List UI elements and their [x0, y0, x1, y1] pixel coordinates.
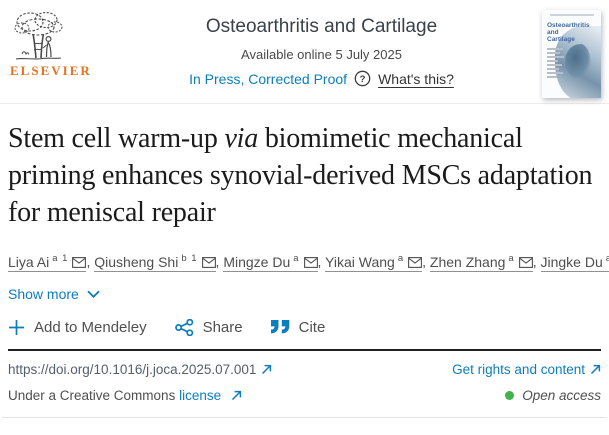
in-press-row: In Press, Corrected Proof ? What's this? — [108, 70, 535, 87]
article-title-italic: via — [224, 123, 259, 154]
chevron-down-icon — [87, 290, 100, 298]
author-list: Liya Ai a 1, Qiusheng Shi b 1, Mingze Du a,… — [8, 244, 609, 277]
plus-icon — [9, 319, 24, 335]
elsevier-logo[interactable]: ELSEVIER — [8, 10, 108, 79]
section-divider — [8, 348, 601, 351]
license-prefix: Under a Creative Commons — [8, 387, 180, 403]
doi-row: https://doi.org/10.1016/j.joca.2025.07.0… — [8, 362, 601, 377]
cover-art — [555, 26, 601, 98]
journal-cover-thumbnail[interactable]: Osteoarthritis and Cartilage — [542, 10, 601, 98]
author-link[interactable]: Yikai Wang a — [325, 253, 423, 272]
doi-link[interactable]: https://doi.org/10.1016/j.joca.2025.07.0… — [8, 362, 272, 377]
doi-text: https://doi.org/10.1016/j.joca.2025.07.0… — [8, 361, 257, 377]
author-name: Qiusheng Shi — [94, 253, 179, 270]
envelope-icon — [72, 256, 87, 268]
author-separator: , — [532, 253, 541, 270]
license-link[interactable]: license — [179, 388, 242, 403]
author-superscript: a 1 — [52, 253, 69, 264]
author-separator: , — [317, 253, 326, 270]
author-item: Liya Ai a 1, — [8, 253, 95, 272]
author-name: Jingke Du — [540, 253, 603, 270]
author-item: Mingze Du a, — [223, 253, 326, 272]
envelope-icon — [303, 256, 318, 268]
get-rights-text: Get rights and content — [452, 361, 585, 377]
article-title: Stem cell warm-up via biomimetic mechani… — [8, 120, 601, 231]
action-bar: Add to Mendeley Share Cite — [8, 318, 601, 336]
external-link-icon — [590, 364, 601, 374]
cover-title: Osteoarthritis and Cartilage — [547, 22, 590, 43]
author-link[interactable]: Liya Ai a 1 — [8, 253, 87, 272]
license-row: Under a Creative Commons license Open ac… — [8, 388, 601, 403]
show-more-label: Show more — [8, 285, 79, 302]
article-title-part2: biomimetic mechanical priming enhances s… — [8, 123, 593, 228]
author-item: Qiusheng Shi b 1, — [94, 253, 224, 272]
cover-wrap: Osteoarthritis and Cartilage — [535, 10, 601, 98]
author-name: Mingze Du — [223, 253, 291, 270]
author-separator: , — [86, 253, 95, 270]
share-button[interactable]: Share — [174, 318, 243, 336]
open-access-label: Open access — [522, 387, 601, 403]
cite-label: Cite — [298, 318, 326, 336]
bottom-divider — [2, 416, 607, 418]
author-superscript: a — [606, 253, 609, 264]
elsevier-tree-icon — [8, 10, 108, 62]
whats-this-link[interactable]: What's this? — [378, 70, 454, 87]
share-label: Share — [202, 318, 243, 336]
masthead: ELSEVIER Osteoarthritis and Cartilage Av… — [0, 0, 609, 98]
author-superscript: a — [293, 253, 300, 264]
author-link[interactable]: Jingke Dua — [540, 253, 609, 272]
get-rights-link[interactable]: Get rights and content — [452, 362, 601, 377]
add-to-mendeley-label: Add to Mendeley — [34, 318, 147, 336]
author-item: Jingke Dua, — [540, 253, 609, 272]
author-name: Yikai Wang — [325, 253, 395, 270]
header-divider — [0, 103, 609, 104]
in-press-link[interactable]: In Press, Corrected Proof — [189, 70, 348, 87]
masthead-center: Osteoarthritis and Cartilage Available o… — [108, 10, 535, 87]
author-superscript: a — [508, 253, 515, 264]
cover-masthead-line — [549, 14, 594, 16]
journal-title-link[interactable]: Osteoarthritis and Cartilage — [205, 16, 438, 37]
author-superscript: a — [397, 253, 405, 264]
author-superscript: b 1 — [181, 253, 198, 264]
license-text: Under a Creative Commons license — [8, 388, 242, 403]
author-separator: , — [215, 253, 224, 270]
envelope-icon — [201, 256, 216, 268]
envelope-icon — [518, 256, 533, 268]
author-name: Zhen Zhang — [429, 253, 506, 270]
add-to-mendeley-button[interactable]: Add to Mendeley — [8, 319, 147, 336]
author-item: Yikai Wang a, — [325, 253, 430, 272]
author-link[interactable]: Mingze Du a — [223, 253, 318, 272]
author-name: Liya Ai — [8, 253, 50, 270]
open-access-badge: Open access — [505, 388, 601, 403]
article-title-part1: Stem cell warm-up — [8, 123, 225, 154]
external-link-icon — [262, 364, 272, 374]
author-item: Zhen Zhang a, — [429, 253, 541, 272]
share-icon — [174, 318, 193, 336]
author-link[interactable]: Zhen Zhang a — [429, 253, 533, 272]
external-link-icon — [232, 390, 242, 400]
envelope-icon — [408, 256, 423, 268]
svg-text:?: ? — [360, 74, 366, 85]
question-icon[interactable]: ? — [354, 70, 371, 87]
author-link[interactable]: Qiusheng Shi b 1 — [94, 253, 216, 272]
available-online-text: Available online 5 July 2025 — [241, 47, 402, 62]
cite-quote-icon — [270, 320, 289, 334]
show-more-button[interactable]: Show more — [8, 286, 100, 302]
open-access-dot — [505, 390, 515, 400]
elsevier-wordmark: ELSEVIER — [10, 63, 92, 78]
cover-text-lines — [547, 48, 601, 78]
cite-button[interactable]: Cite — [270, 318, 326, 336]
author-separator: , — [422, 253, 430, 270]
